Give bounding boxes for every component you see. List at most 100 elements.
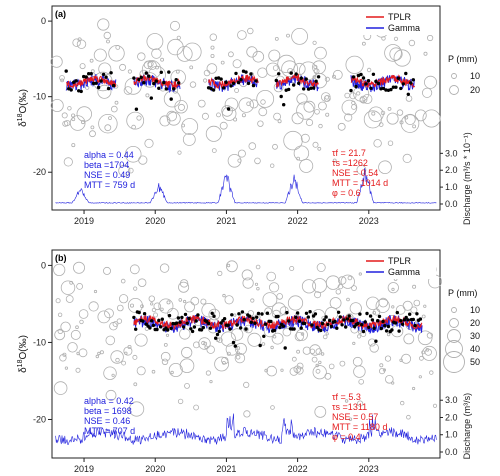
precip-bubble [217,270,223,276]
precip-bubble [418,355,424,361]
observation-point [381,86,386,91]
observation-point [329,324,334,329]
precip-bubble [59,75,65,81]
legend-label: Gamma [388,23,420,33]
precip-bubble [258,107,268,117]
precip-bubble [167,307,179,320]
observation-point [157,86,161,91]
precip-bubble [396,109,404,116]
precip-bubble [233,313,237,317]
y-tick-label: 0 [41,260,46,270]
observation-point [262,334,266,338]
observation-point [221,86,226,90]
precip-bubble [402,153,412,163]
observation-point [364,82,368,86]
observation-point [260,312,264,316]
observation-point [338,315,342,319]
observation-point [187,316,191,321]
precip-bubble [205,370,211,376]
observation-point [369,86,373,91]
observation-point [411,78,415,82]
precip-bubble [178,298,183,302]
legend-label: Gamma [388,267,420,277]
precip-bubble [163,342,168,347]
precip-bubble [153,302,162,311]
size-legend-circle [451,73,457,79]
precip-bubble [57,328,63,334]
precip-bubble [232,59,242,69]
observation-point [141,319,145,323]
precip-bubble [340,274,355,289]
precip-bubble [203,78,208,83]
observation-point [164,87,168,91]
precip-bubble [93,48,107,62]
y-axis-label: δ18O(‰) [17,89,29,127]
precip-bubble [234,352,246,364]
observation-point [389,87,393,92]
observation-point [174,78,178,82]
precip-bubble [178,281,190,293]
precip-bubble [75,367,81,373]
observation-point [361,76,366,80]
precip-bubble [181,346,193,359]
precip-bubble [271,332,284,345]
precip-bubble [332,74,336,79]
precip-bubble [150,302,154,306]
size-legend-circle [451,307,457,313]
gamma-param: NSE = 0.46 [84,416,130,426]
precip-bubble [129,264,140,275]
precip-bubble [76,106,93,122]
observation-point [228,327,232,331]
observation-point [152,81,156,86]
precip-bubble [345,55,364,74]
precip-bubble [317,146,322,151]
precip-bubble [281,60,299,78]
observation-point [142,312,147,316]
precip-bubble [123,346,133,356]
precip-bubble [177,103,185,111]
precip-bubble [384,355,392,362]
precip-bubble [226,351,231,356]
precip-bubble [204,345,208,349]
precip-bubble [132,354,138,360]
precip-bubble [299,158,314,173]
precip-bubble [160,57,165,62]
x-tick-label: 2023 [359,216,379,226]
observation-point [370,318,375,322]
precip-bubble [422,109,441,128]
precip-bubble [332,158,337,163]
precip-bubble [418,375,422,379]
observation-point [222,317,227,321]
x-tick-label: 2023 [359,464,379,474]
discharge-tick-label: 1.0 [445,430,458,440]
observation-point [311,86,316,90]
precip-bubble [356,164,367,175]
observation-point [244,327,248,331]
precip-bubble [64,366,69,370]
size-legend-label: 10 [470,71,480,81]
precip-bubble [72,38,81,47]
observation-point [109,71,113,75]
observation-point [219,77,223,81]
observation-point [408,312,412,316]
precip-bubble [97,310,111,324]
precip-bubble [124,146,142,163]
precip-bubble [387,282,399,294]
precip-bubble [286,33,290,38]
precip-bubble [268,282,280,293]
panel-b: (b) 0 -10 -20 2019 2020 2021 2022 2023 δ18O(‰) 3.0… [17,249,480,474]
precip-bubble [77,37,82,42]
observation-point [172,87,176,91]
observation-point [151,323,156,328]
observation-point [219,321,223,325]
precip-bubble [341,99,358,116]
precip-bubble [210,45,215,50]
size-legend-label: 40 [470,344,480,354]
observation-point [265,311,270,315]
observation-point [342,318,346,322]
precip-bubble [136,115,142,121]
precip-bubble [146,33,164,50]
precip-bubble [222,293,226,298]
precip-bubble [382,368,386,372]
precip-bubble [401,353,412,364]
